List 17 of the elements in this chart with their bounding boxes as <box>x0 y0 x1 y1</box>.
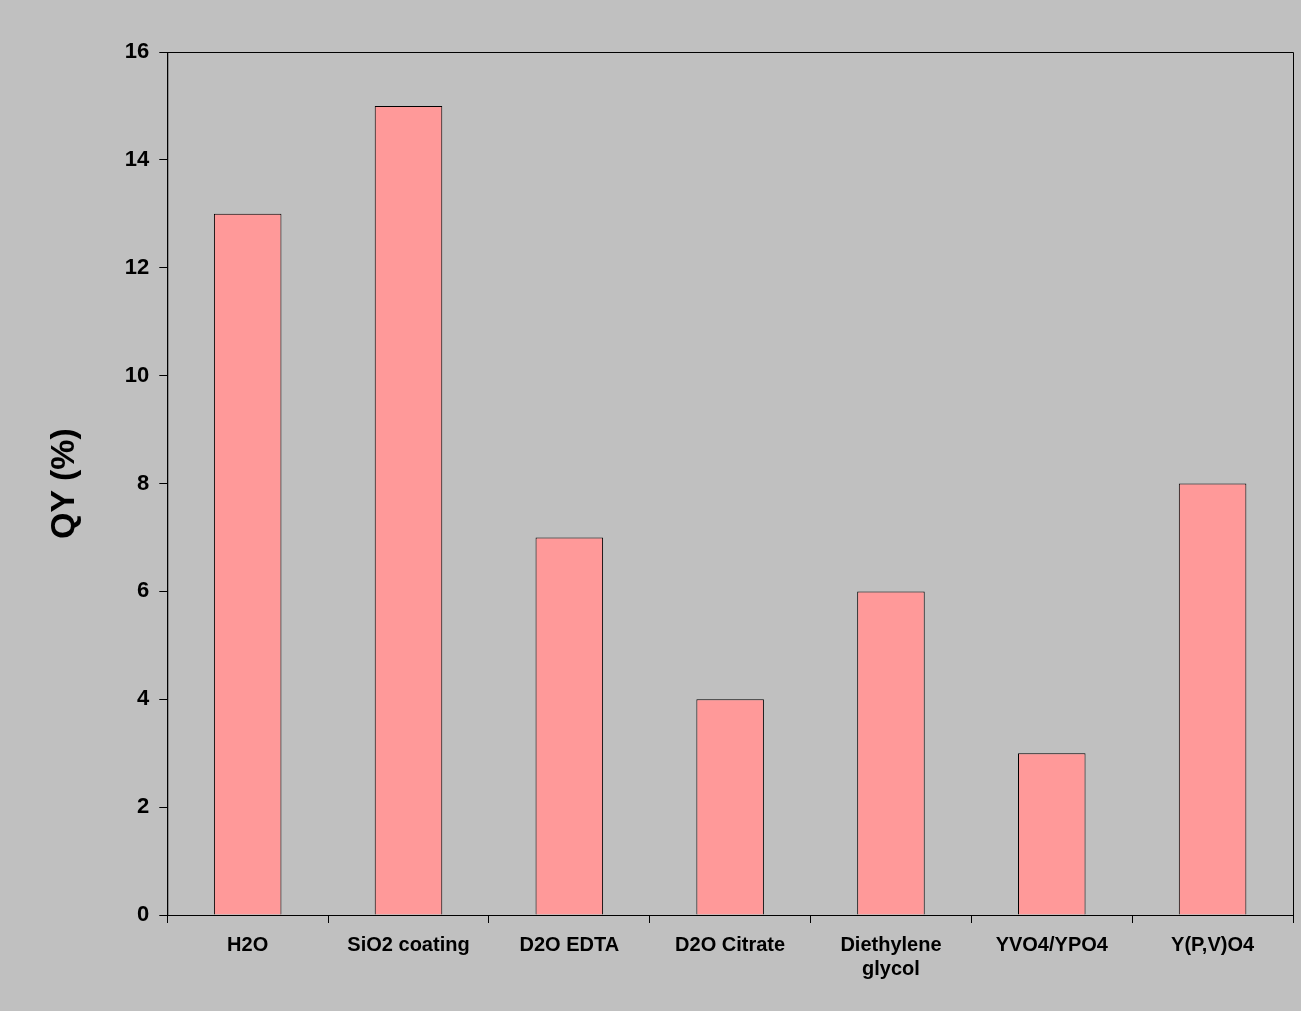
y-tick-label: 12 <box>124 253 150 279</box>
x-tick-label: H2O <box>227 932 269 955</box>
y-tick-label: 16 <box>124 38 150 64</box>
y-tick-label: 8 <box>137 469 150 495</box>
x-tick-label: Y(P,V)O4 <box>1171 932 1255 955</box>
x-tick-label: D2O EDTA <box>519 932 620 955</box>
y-tick-label: 4 <box>137 685 151 711</box>
y-tick-label: 0 <box>137 901 150 927</box>
x-tick-label: SiO2 coating <box>347 932 470 955</box>
x-tick-label: YVO4/YPO4 <box>995 932 1109 955</box>
y-tick-label: 6 <box>137 577 150 603</box>
y-tick-label: 10 <box>124 361 150 387</box>
y-tick-label: 2 <box>137 793 150 819</box>
x-tick-label: D2O Citrate <box>675 932 786 955</box>
x-tick-label: Diethylene glycol <box>840 932 942 979</box>
y-axis-title: QY (%) <box>42 428 81 539</box>
y-tick-label: 14 <box>124 145 151 171</box>
